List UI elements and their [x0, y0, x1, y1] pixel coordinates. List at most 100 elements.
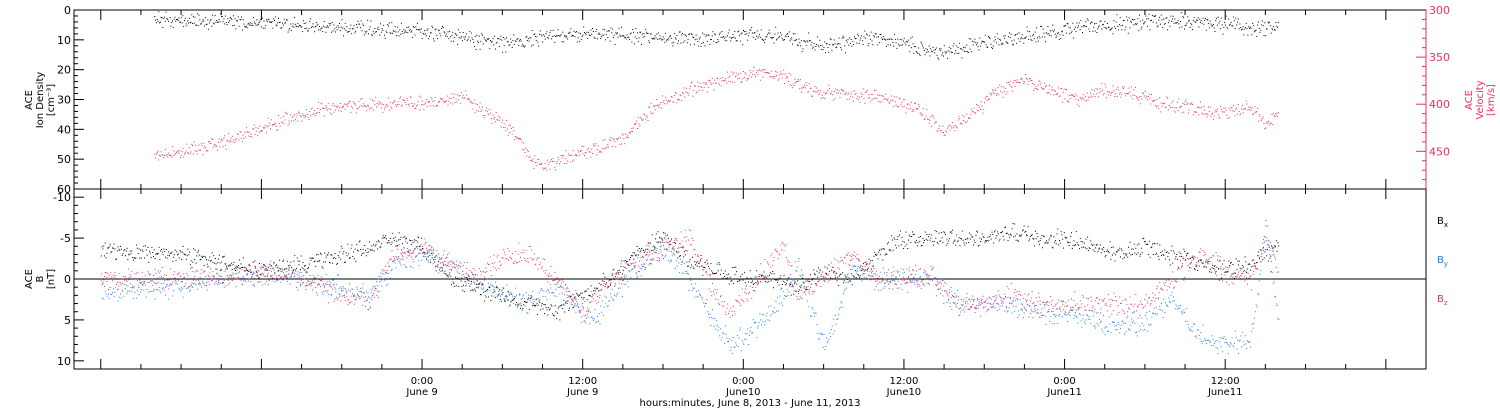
velocity-point — [604, 148, 606, 150]
bx-point — [1086, 248, 1088, 250]
bx-point — [391, 241, 393, 243]
velocity-point — [484, 115, 486, 117]
velocity-point — [457, 99, 459, 101]
density-point — [534, 33, 536, 35]
bx-point — [824, 266, 826, 268]
bx-point — [1236, 268, 1238, 270]
density-point — [807, 41, 809, 43]
velocity-point — [1129, 91, 1131, 93]
density-point — [533, 34, 535, 35]
bx-point — [622, 273, 623, 275]
by-point — [548, 292, 550, 294]
velocity-point — [398, 104, 400, 106]
density-point — [1110, 29, 1112, 31]
velocity-point — [516, 137, 518, 139]
velocity-point — [982, 112, 984, 114]
velocity-point — [574, 155, 576, 157]
bx-point — [782, 280, 784, 282]
bx-point — [271, 277, 273, 279]
velocity-point — [586, 157, 588, 159]
velocity-point — [409, 96, 411, 98]
bx-point — [406, 242, 408, 244]
bx-point — [1150, 247, 1152, 249]
density-point — [383, 24, 385, 26]
bx-point — [365, 249, 366, 251]
by-point — [295, 270, 297, 272]
bx-point — [123, 250, 125, 252]
density-point — [176, 18, 178, 20]
density-point — [166, 18, 168, 20]
velocity-point — [857, 99, 859, 101]
density-point — [1216, 17, 1218, 19]
velocity-point — [486, 110, 488, 112]
density-point — [964, 46, 966, 48]
bx-point — [418, 237, 419, 238]
bx-point — [1099, 244, 1101, 246]
density-point — [1235, 17, 1237, 19]
density-point — [503, 45, 505, 47]
bx-point — [368, 251, 370, 253]
bx-point — [207, 266, 209, 268]
velocity-point — [737, 78, 739, 80]
velocity-point — [833, 99, 834, 101]
density-point — [1015, 34, 1017, 35]
bx-point — [839, 274, 841, 275]
bx-point — [450, 275, 452, 277]
bx-point — [101, 246, 103, 248]
velocity-point — [1236, 107, 1238, 109]
density-point — [350, 24, 352, 26]
velocity-point — [289, 123, 291, 125]
velocity-point — [557, 157, 559, 159]
velocity-point — [826, 91, 828, 93]
velocity-point — [571, 154, 573, 156]
density-point — [702, 32, 704, 34]
bx-point — [1226, 271, 1228, 273]
density-point — [265, 25, 267, 27]
top-left-tick-label: 20 — [57, 64, 71, 77]
velocity-point — [365, 106, 367, 107]
density-point — [987, 46, 989, 48]
velocity-point — [564, 158, 566, 160]
density-point — [830, 39, 832, 41]
density-point — [1263, 35, 1265, 37]
velocity-point — [976, 110, 978, 111]
density-point — [556, 35, 558, 37]
velocity-point — [880, 94, 882, 96]
by-point — [133, 286, 135, 288]
velocity-point — [1036, 88, 1038, 90]
density-point — [961, 57, 963, 59]
density-point — [874, 36, 875, 38]
velocity-point — [624, 143, 626, 145]
bx-point — [540, 309, 542, 311]
bx-point — [166, 257, 168, 259]
density-point — [713, 40, 715, 42]
velocity-point — [547, 159, 549, 161]
velocity-point — [1160, 102, 1162, 104]
density-point — [841, 49, 842, 51]
velocity-point — [807, 91, 809, 93]
top-right-tick-label: 300 — [1429, 4, 1450, 17]
by-point — [187, 287, 189, 289]
bx-point — [1068, 245, 1070, 246]
bx-point — [422, 251, 424, 253]
bx-point — [903, 248, 905, 249]
bx-point — [965, 242, 967, 244]
density-point — [777, 32, 779, 34]
velocity-point — [940, 129, 942, 131]
density-point — [322, 31, 324, 32]
by-point — [451, 268, 452, 270]
density-point — [1147, 25, 1148, 27]
density-point — [673, 41, 675, 43]
density-point — [1180, 21, 1181, 22]
bx-point — [780, 275, 782, 277]
density-point — [158, 11, 160, 13]
density-point — [1062, 34, 1064, 36]
by-point — [389, 277, 391, 279]
velocity-point — [1199, 107, 1201, 109]
bx-point — [1063, 232, 1065, 234]
density-point — [391, 22, 393, 24]
by-point — [328, 293, 330, 295]
bx-point — [624, 266, 626, 268]
bx-point — [932, 241, 934, 242]
